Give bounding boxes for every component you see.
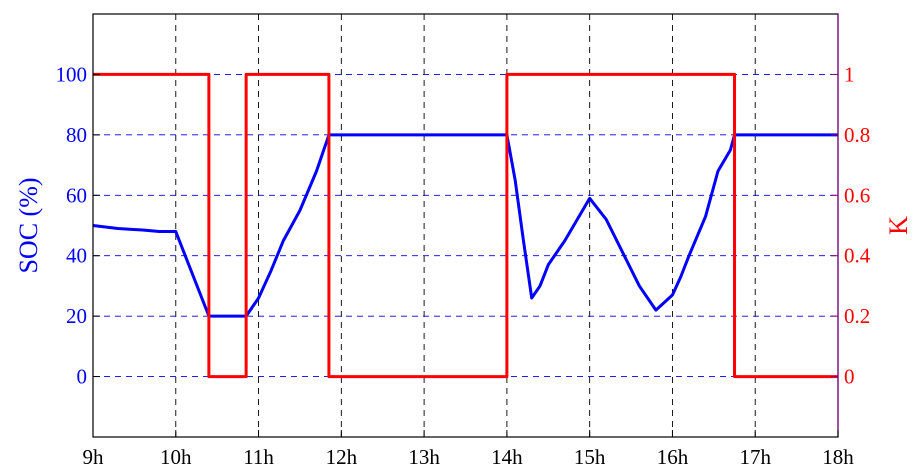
left-axis-title: SOC (%) xyxy=(14,177,43,273)
right-y-tick-label: 0 xyxy=(844,365,855,389)
left-y-tick-label: 60 xyxy=(66,183,87,207)
soc-series-line xyxy=(92,133,838,318)
right-y-tick-label: 0.4 xyxy=(844,244,871,268)
left-y-tick-label: 40 xyxy=(66,244,87,268)
k-series-line xyxy=(93,72,838,379)
x-tick-label: 13h xyxy=(408,445,440,469)
left-y-tick-label: 0 xyxy=(77,365,88,389)
x-tick-label: 15h xyxy=(574,445,606,469)
x-tick-label: 10h xyxy=(160,445,192,469)
x-tick-label: 17h xyxy=(739,445,771,469)
left-y-axis: 0 20 40 60 80 100 xyxy=(56,62,100,389)
x-tick-label: 14h xyxy=(491,445,523,469)
right-y-tick-label: 0.6 xyxy=(844,183,870,207)
x-tick-label: 12h xyxy=(326,445,358,469)
x-tick-label: 11h xyxy=(243,445,274,469)
left-y-tick-label: 80 xyxy=(66,123,87,147)
x-tick-label: 9h xyxy=(83,445,105,469)
right-y-tick-label: 0.8 xyxy=(844,123,870,147)
x-tick-label: 16h xyxy=(657,445,689,469)
left-y-tick-label: 20 xyxy=(66,304,87,328)
right-y-tick-label: 1 xyxy=(844,62,855,86)
right-y-tick-label: 0.2 xyxy=(844,304,870,328)
left-y-tick-label: 100 xyxy=(56,62,88,86)
right-y-axis: 0 0.2 0.4 0.6 0.8 1 xyxy=(831,62,871,389)
series-layer xyxy=(92,72,838,379)
right-axis-title: K xyxy=(884,216,913,235)
x-axis: 9h 10h 11h 12h 13h 14h 15h 16h 17h 18h xyxy=(83,430,854,469)
x-tick-label: 18h xyxy=(822,445,854,469)
